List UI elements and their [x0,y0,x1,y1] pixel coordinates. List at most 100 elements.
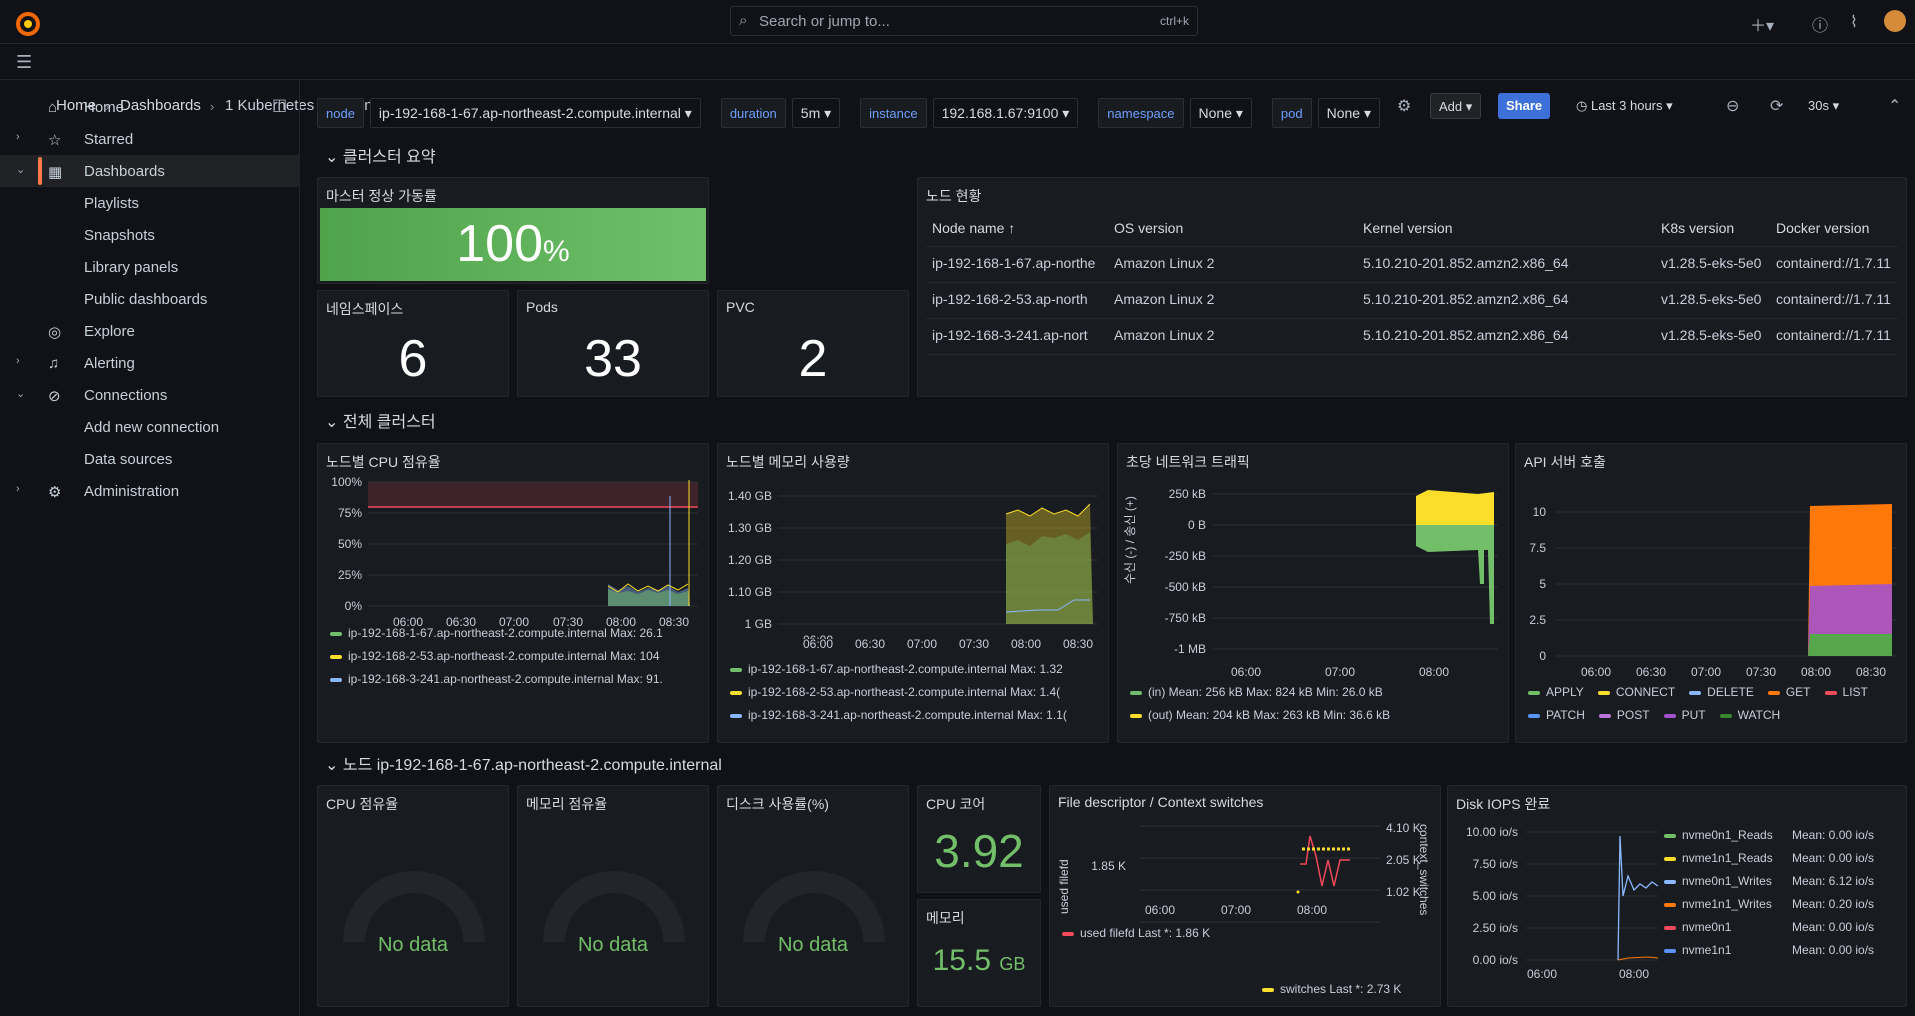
memory-value: 15.5 GB [932,944,1026,977]
y-tick: 1.30 GB [728,521,772,535]
sidebar-item-add-new-connection[interactable]: Add new connection [84,419,220,436]
row-header-node[interactable]: ⌄ 노드 ip-192-168-1-67.ap-northeast-2.comp… [325,757,722,774]
sidebar-item-alerting[interactable]: › ♫ Alerting [16,355,135,372]
var-select-node[interactable]: ip-192-168-1-67.ap-northeast-2.compute.i… [369,98,701,128]
help-icon[interactable]: ⓘ [1812,18,1829,35]
legend-item[interactable]: POST [1598,708,1650,722]
table-header-k8s[interactable]: K8s version [1661,220,1735,236]
legend-item[interactable]: PATCH [1528,708,1585,722]
menu-icon[interactable]: ☰ [16,52,33,72]
table-header-os[interactable]: OS version [1114,220,1184,236]
breadcrumb-dashboards[interactable]: Dashboards [120,97,201,114]
legend-item[interactable]: CONNECT [1597,685,1675,699]
table-header-kernel[interactable]: Kernel version [1363,220,1453,236]
y-tick: 100% [331,475,362,489]
x-tick: 06:00 [1581,665,1611,679]
chevron-right-icon[interactable]: › [16,483,20,495]
legend-item[interactable]: nvme1n1_Writes Mean: 0.20 io/s [1664,897,1874,911]
legend-item[interactable]: nvme1n1_Reads Mean: 0.00 io/s [1664,851,1874,865]
zoom-out-icon[interactable]: ⊖ [1726,98,1740,115]
legend-item[interactable]: DELETE [1689,685,1754,699]
uptime-background [320,208,706,281]
chevron-down-icon[interactable]: ⌄ [16,164,26,176]
sidebar-item-home[interactable]: ⌂ Home [48,99,125,116]
legend-item[interactable]: ip-192-168-2-53.ap-northeast-2.compute.i… [730,685,1102,699]
chevron-up-icon[interactable]: ⌃ [1888,98,1902,115]
legend-item[interactable]: ip-192-168-3-241.ap-northeast-2.compute.… [330,672,663,686]
legend-item[interactable]: (out) Mean: 204 kB Max: 263 kB Min: 36.6… [1130,708,1390,722]
legend-item[interactable]: used filefd Last *: 1.86 K [1062,926,1210,940]
row-header-cluster[interactable]: ⌄ 전체 클러스터 [325,414,436,431]
plus-icon[interactable]: ＋▾ [1750,18,1775,35]
sidebar-item-snapshots[interactable]: Snapshots [84,227,155,244]
sidebar-item-public-dashboards[interactable]: Public dashboards [84,291,208,308]
panel-title: 디스크 사용률(%) [726,796,829,812]
sidebar-item-connections[interactable]: ⌄ ⊘ Connections [16,387,168,405]
series-area-1 [1006,532,1093,624]
table-header-node-name[interactable]: Node name ↑ [932,220,1016,236]
y-tick: 25% [338,568,362,582]
legend-item[interactable]: nvme0n1_Writes Mean: 6.12 io/s [1664,874,1874,888]
sidebar-item-library-panels[interactable]: Library panels [84,259,179,276]
chevron-right-icon[interactable]: › [16,131,20,143]
var-select-pod[interactable]: None ▾ [1317,98,1380,128]
series-line-2 [1005,503,1091,517]
x-tick: 08:00 [1619,967,1649,981]
sidebar-item-data-sources[interactable]: Data sources [84,451,173,468]
series-line-nvme0n1-writes [1617,835,1659,961]
rss-icon[interactable]: ⌇ [1850,14,1858,31]
series-line-3 [1005,599,1090,613]
var-label-namespace: namespace [1098,98,1184,128]
share-button[interactable]: Share [1498,93,1551,119]
series-area-2 [1006,504,1093,624]
legend-item[interactable]: ip-192-168-1-67.ap-northeast-2.compute.i… [730,662,1102,676]
panel-pvc: PVC 2 [717,290,909,397]
var-select-duration[interactable]: 5m ▾ [791,98,841,128]
panel-memory-total: 메모리 15.5 GB [917,899,1041,1007]
grafana-logo-icon[interactable] [14,10,42,38]
sidebar-item-administration[interactable]: › ⚙ Administration [16,483,180,501]
time-range-picker[interactable]: ◷ Last 3 hours ▾ [1576,98,1673,113]
y-tick: 2.05 K [1386,853,1421,867]
legend-item[interactable]: ip-192-168-2-53.ap-northeast-2.compute.i… [330,649,660,663]
var-select-instance[interactable]: 192.168.1.67:9100 ▾ [932,98,1079,128]
legend-item[interactable]: WATCH [1719,708,1780,722]
legend-item[interactable]: switches Last *: 2.73 K [1262,982,1401,996]
panel-title: Disk IOPS 완료 [1456,796,1551,812]
sidebar-item-playlists[interactable]: Playlists [84,195,140,212]
legend-item[interactable]: APPLY [1528,685,1584,699]
y-tick: -1 MB [1174,642,1206,656]
legend-item[interactable]: (in) Mean: 256 kB Max: 824 kB Min: 26.0 … [1130,685,1383,699]
legend-item[interactable]: nvme0n1_Reads Mean: 0.00 io/s [1664,828,1874,842]
gear-icon[interactable]: ⚙ [1397,98,1412,115]
y-tick: -250 kB [1165,549,1206,563]
legend-item[interactable]: LIST [1824,685,1868,699]
y-tick: 250 kB [1169,487,1206,501]
chevron-right-icon[interactable]: › [16,355,20,367]
panel-title: PVC [726,299,755,315]
search-input[interactable]: ⌕ Search or jump to... ctrl+k [730,6,1198,36]
sidebar-item-dashboards[interactable]: ⌄ ▦ Dashboards [0,155,300,187]
sidebar-item-explore[interactable]: ◎ Explore [48,323,135,341]
grid-icon: ▦ [48,164,63,181]
breadcrumb-home[interactable]: Home [56,97,97,114]
legend-item[interactable]: GET [1767,685,1811,699]
legend-item[interactable]: ip-192-168-3-241.ap-northeast-2.compute.… [730,708,1102,722]
chevron-down-icon[interactable]: ⌄ [16,388,26,400]
chevron-right-icon: › [105,99,110,114]
avatar[interactable] [1884,10,1906,32]
row-header-summary[interactable]: ⌄ 클러스터 요약 [325,149,436,166]
series-line-nvme1n1-writes [1617,956,1659,961]
legend-item[interactable]: ip-192-168-1-67.ap-northeast-2.compute.i… [330,626,663,640]
refresh-icon[interactable]: ⟳ [1770,98,1784,115]
dock-menu-icon[interactable]: ◫ [272,97,288,114]
legend-item[interactable]: nvme0n1 Mean: 0.00 io/s [1664,920,1874,934]
sidebar-item-starred[interactable]: › ☆ Starred [16,131,134,149]
var-select-namespace[interactable]: None ▾ [1189,98,1252,128]
table-header-docker[interactable]: Docker version [1776,220,1870,236]
add-button[interactable]: Add ▾ [1430,93,1482,119]
var-label-pod: pod [1271,98,1312,128]
legend-item[interactable]: nvme1n1 Mean: 0.00 io/s [1664,943,1874,957]
legend-item[interactable]: PUT [1663,708,1706,722]
refresh-interval[interactable]: 30s ▾ [1808,98,1840,113]
